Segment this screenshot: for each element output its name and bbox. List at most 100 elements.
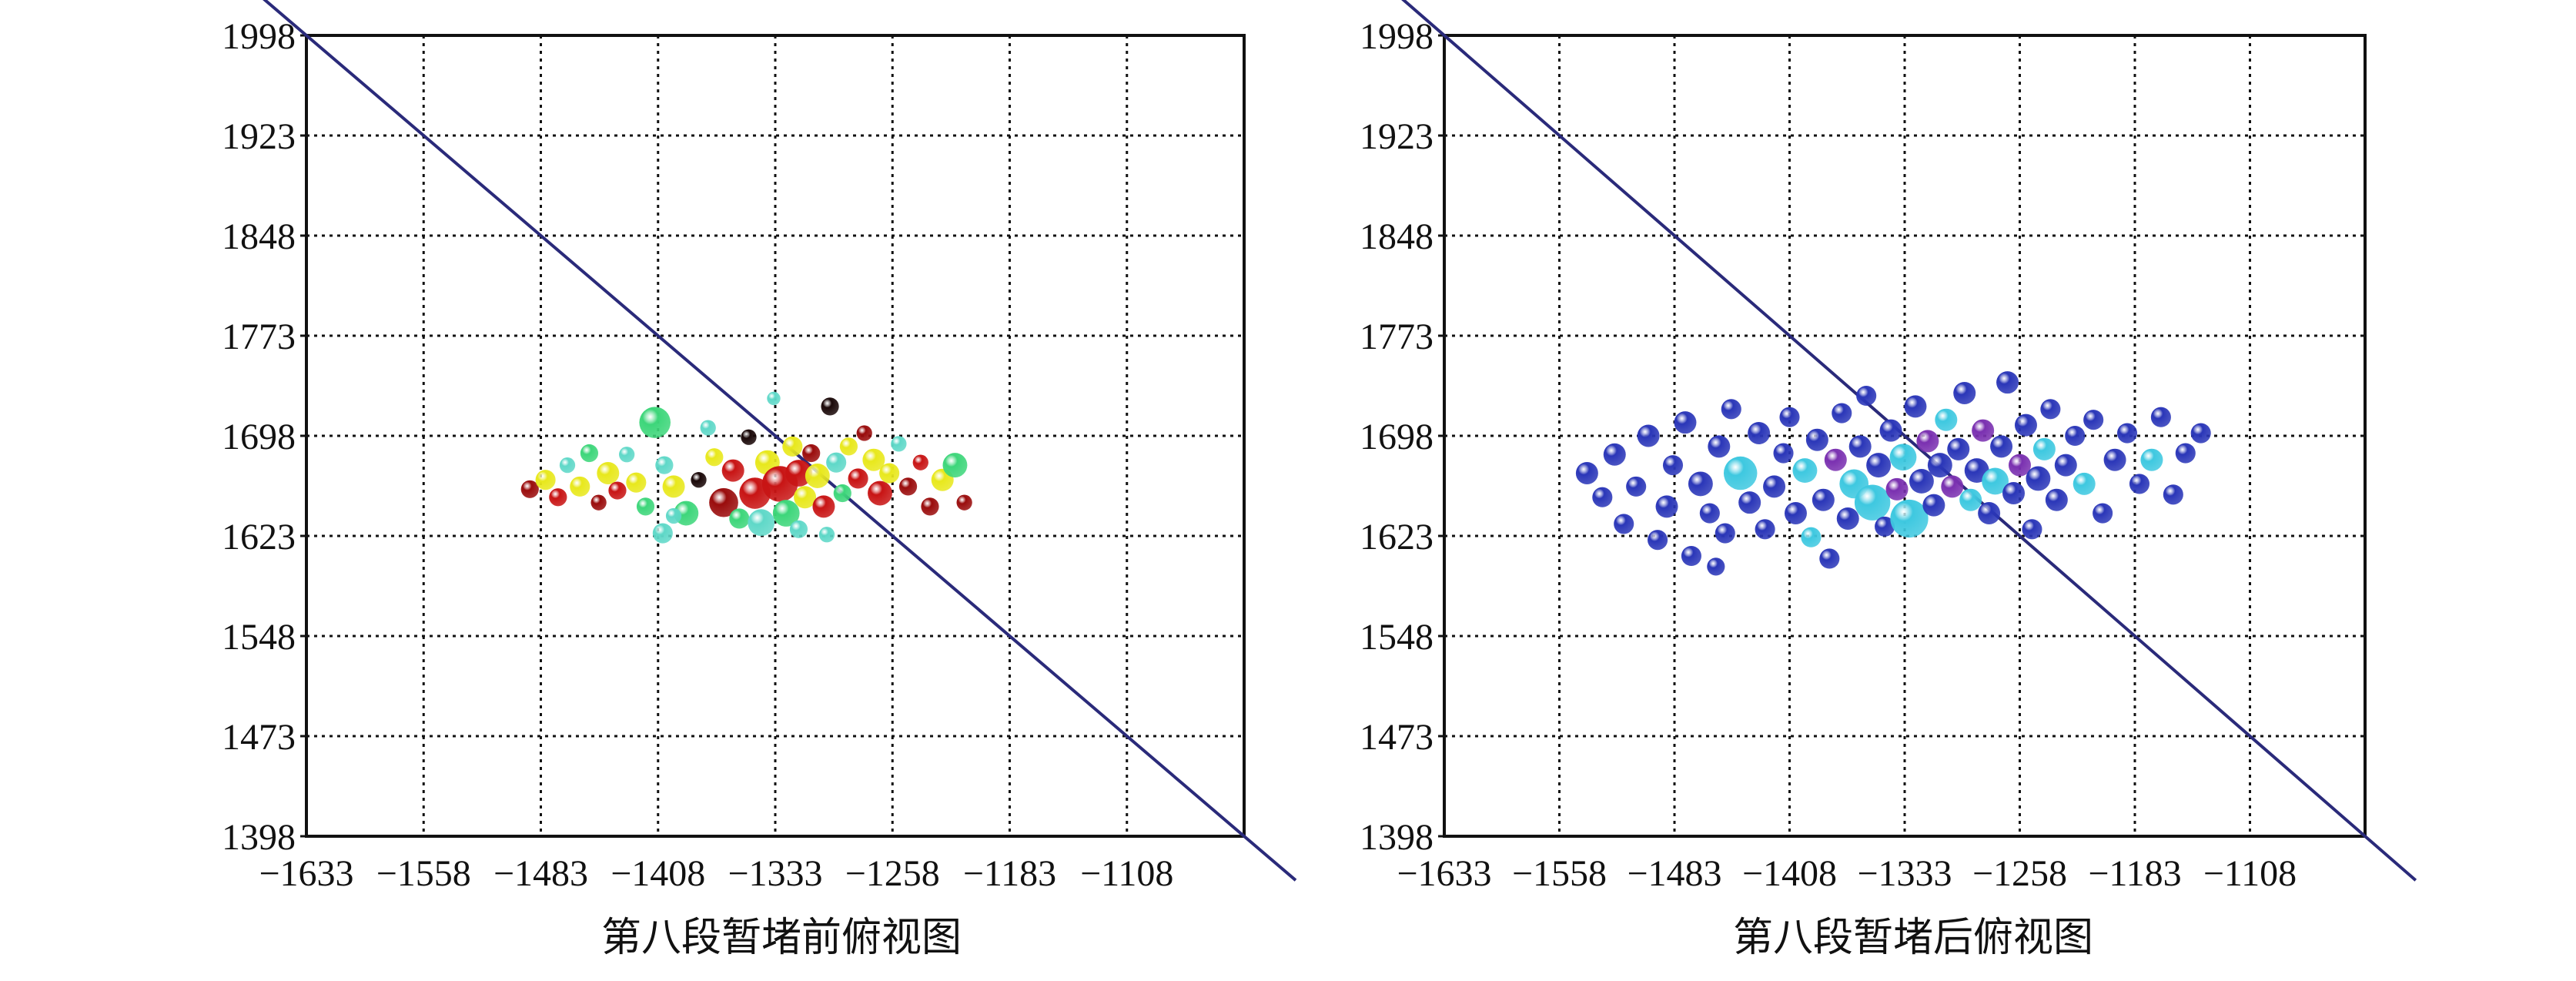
data-point: [1941, 475, 1964, 498]
data-point: [1856, 385, 1877, 407]
y-tick-label: 1473: [1360, 717, 1434, 758]
data-point: [2163, 484, 2183, 505]
x-tick-label: −1558: [376, 853, 471, 894]
data-point: [1889, 444, 1917, 471]
y-tick-label: 1923: [222, 116, 296, 157]
y-tick-label: 1698: [222, 417, 296, 457]
data-point: [826, 452, 847, 473]
data-point: [1723, 456, 1758, 490]
x-tick-label: −1333: [728, 853, 822, 894]
data-point: [748, 509, 775, 537]
data-point: [1805, 428, 1828, 451]
data-point: [1996, 371, 2019, 394]
data-point: [1982, 467, 2009, 495]
y-tick-label: 1398: [1360, 817, 1434, 858]
data-point: [2040, 399, 2061, 420]
x-tick-label: −1483: [1627, 853, 1721, 894]
data-point: [785, 460, 812, 487]
x-tick-label: −1108: [1080, 853, 1173, 894]
data-point: [655, 456, 674, 474]
data-point: [639, 407, 671, 438]
data-point: [912, 454, 928, 470]
data-point: [805, 464, 830, 488]
data-point: [802, 444, 821, 463]
data-point: [1927, 453, 1952, 478]
data-point: [691, 472, 707, 488]
data-point: [2022, 519, 2042, 540]
data-point: [721, 459, 744, 482]
data-point: [818, 527, 835, 543]
x-tick-label: −1633: [1397, 853, 1491, 894]
data-point: [1935, 408, 1958, 431]
data-point: [1779, 407, 1800, 427]
data-point: [1708, 435, 1731, 458]
data-point: [2054, 454, 2077, 477]
data-point: [1879, 419, 1902, 442]
data-point: [1773, 443, 1794, 464]
diagonal-reference-line: [263, 0, 1297, 882]
data-point: [848, 468, 868, 489]
data-point: [1812, 488, 1835, 511]
data-point: [2175, 443, 2196, 464]
y-tick-label: 1773: [222, 316, 296, 357]
data-point: [665, 507, 682, 524]
data-point: [549, 488, 567, 507]
panel-caption-right: 第八段暂堵后俯视图: [1732, 915, 2093, 961]
y-tick-label: 1548: [1360, 617, 1434, 658]
data-point: [1648, 530, 1668, 551]
data-point: [891, 436, 907, 452]
data-point: [709, 487, 738, 517]
data-point: [1990, 435, 2013, 458]
data-point: [1614, 514, 1634, 534]
data-point: [1662, 455, 1684, 476]
data-point: [772, 500, 800, 527]
data-point: [1721, 399, 1741, 420]
data-point: [662, 475, 685, 498]
data-point: [833, 484, 851, 503]
data-point: [1953, 382, 1976, 405]
data-point: [942, 453, 968, 478]
data-point: [2190, 423, 2211, 444]
data-point: [1959, 488, 1982, 511]
data-point: [1832, 403, 1852, 424]
data-point: [1784, 502, 1807, 525]
data-point: [1875, 516, 1895, 537]
x-tick-label: −1183: [963, 853, 1056, 894]
data-point: [821, 397, 839, 416]
data-point: [1681, 545, 1701, 567]
x-tick-label: −1258: [1972, 853, 2067, 894]
data-point: [1972, 419, 1995, 442]
data-point: [1819, 548, 1840, 569]
data-point: [956, 494, 972, 511]
data-point: [1637, 424, 1660, 447]
data-point: [782, 436, 803, 457]
data-point: [590, 494, 607, 511]
data-point: [1707, 557, 1725, 576]
data-point: [2014, 413, 2037, 437]
plot-panel-0: 1398 1473 1548 1623 1698 1773 1848 1923 1998 −163…: [222, 0, 1297, 894]
data-point: [1688, 471, 1713, 497]
data-point: [1674, 411, 1697, 434]
data-point: [2002, 482, 2026, 505]
data-point: [1763, 475, 1786, 498]
data-point: [2093, 503, 2113, 524]
data-point: [1592, 487, 1613, 507]
x-tick-label: −1483: [493, 853, 588, 894]
diagonal-reference-line: [1401, 0, 2417, 882]
data-point: [794, 486, 817, 509]
data-point: [2065, 425, 2086, 447]
data-point: [1916, 430, 1939, 453]
data-point: [520, 480, 539, 498]
data-point: [812, 495, 835, 518]
y-tick-label: 1623: [222, 517, 296, 557]
data-point: [1575, 462, 1598, 485]
data-point: [559, 457, 576, 474]
data-point: [1792, 458, 1818, 484]
x-tick-label: −1333: [1857, 853, 1952, 894]
data-point: [700, 420, 716, 436]
x-tick-label: −1558: [1512, 853, 1607, 894]
y-tick-label: 1473: [222, 717, 296, 758]
data-point: [2083, 410, 2104, 430]
